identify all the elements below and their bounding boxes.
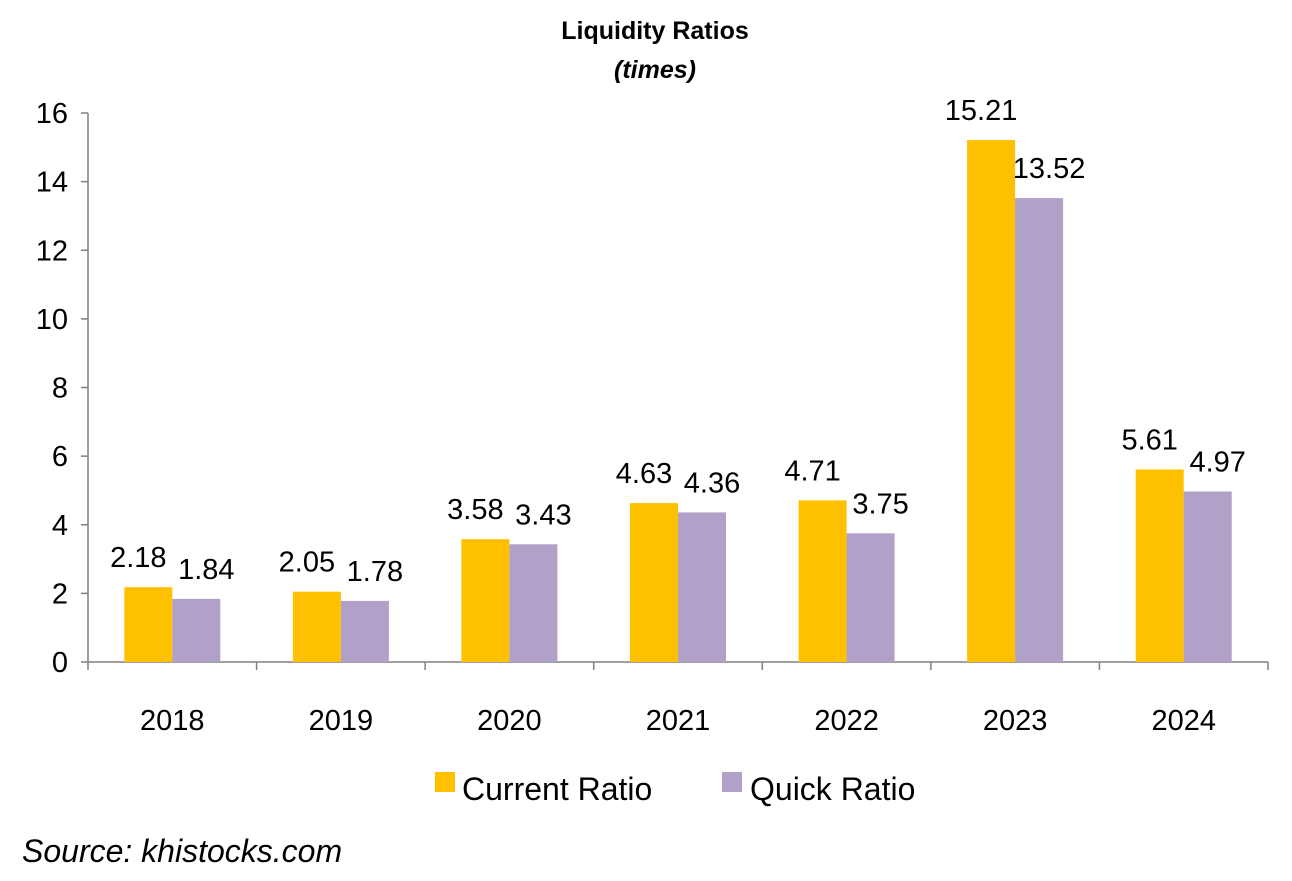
x-tick-label: 2022 — [814, 705, 879, 737]
x-tick-label: 2018 — [140, 705, 205, 737]
bar-quick-ratio-2019 — [340, 600, 389, 662]
y-tick-label: 14 — [36, 167, 68, 199]
bar-quick-ratio-2022 — [846, 533, 895, 662]
data-label-current-ratio-2018: 2.18 — [110, 542, 166, 574]
data-label-current-ratio-2023: 15.21 — [945, 95, 1018, 127]
bar-current-ratio-2021 — [630, 503, 678, 662]
bar-quick-ratio-2020 — [509, 544, 558, 662]
y-tick-label: 6 — [52, 441, 68, 473]
bar-quick-ratio-2023 — [1015, 198, 1064, 662]
legend: Current Ratio Quick Ratio — [435, 771, 915, 807]
data-label-quick-ratio-2018: 1.84 — [178, 554, 234, 586]
bar-current-ratio-2020 — [461, 539, 510, 662]
x-tick-label: 2021 — [646, 705, 711, 737]
bar-current-ratio-2024 — [1135, 469, 1184, 662]
y-tick-label: 4 — [52, 510, 68, 542]
x-tick-label: 2024 — [1151, 705, 1216, 737]
y-tick-label: 0 — [52, 647, 68, 679]
bar-quick-ratio-2024 — [1183, 491, 1232, 662]
data-label-quick-ratio-2019: 1.78 — [347, 556, 403, 588]
bar-quick-ratio-2021 — [678, 512, 726, 662]
data-label-quick-ratio-2021: 4.36 — [684, 467, 740, 499]
bar-current-ratio-2022 — [798, 500, 847, 662]
x-tick-label: 2023 — [983, 705, 1048, 737]
y-tick-label: 8 — [52, 373, 68, 405]
y-axis: 0 2 4 6 8 10 12 14 16 — [36, 98, 89, 679]
y-tick-label: 12 — [36, 235, 68, 267]
data-label-current-ratio-2022: 4.71 — [784, 455, 840, 487]
data-label-current-ratio-2020: 3.58 — [447, 494, 503, 526]
chart-subtitle: (times) — [614, 56, 696, 84]
legend-label-current-ratio: Current Ratio — [462, 771, 652, 807]
bar-current-ratio-2019 — [292, 591, 341, 662]
data-label-current-ratio-2024: 5.61 — [1121, 425, 1177, 457]
bars-group — [124, 140, 1232, 663]
bar-quick-ratio-2018 — [172, 598, 221, 662]
legend-label-quick-ratio: Quick Ratio — [750, 771, 915, 807]
data-label-quick-ratio-2020: 3.43 — [515, 499, 571, 531]
legend-swatch-quick-ratio — [722, 772, 742, 792]
x-tick-label: 2019 — [309, 705, 374, 737]
data-label-current-ratio-2019: 2.05 — [279, 547, 335, 579]
bar-current-ratio-2018 — [124, 587, 173, 662]
data-label-current-ratio-2021: 4.63 — [616, 458, 672, 490]
bar-current-ratio-2023 — [967, 140, 1016, 663]
y-tick-label: 10 — [36, 304, 68, 336]
y-tick-label: 16 — [36, 98, 68, 130]
chart-title: Liquidity Ratios — [561, 17, 749, 45]
data-label-quick-ratio-2023: 13.52 — [1013, 153, 1086, 185]
data-label-quick-ratio-2022: 3.75 — [852, 488, 908, 520]
x-axis: 2018 2019 2020 2021 2022 2023 2024 — [87, 661, 1269, 737]
source-note: Source: khistocks.com — [22, 833, 342, 869]
data-labels-group: 2.18 2.05 3.58 4.63 4.71 15.21 5.61 1.84 1.78 3.4… — [110, 95, 1246, 588]
legend-swatch-current-ratio — [435, 772, 455, 792]
data-label-quick-ratio-2024: 4.97 — [1189, 447, 1245, 479]
x-tick-label: 2020 — [477, 705, 542, 737]
y-tick-label: 2 — [52, 578, 68, 610]
